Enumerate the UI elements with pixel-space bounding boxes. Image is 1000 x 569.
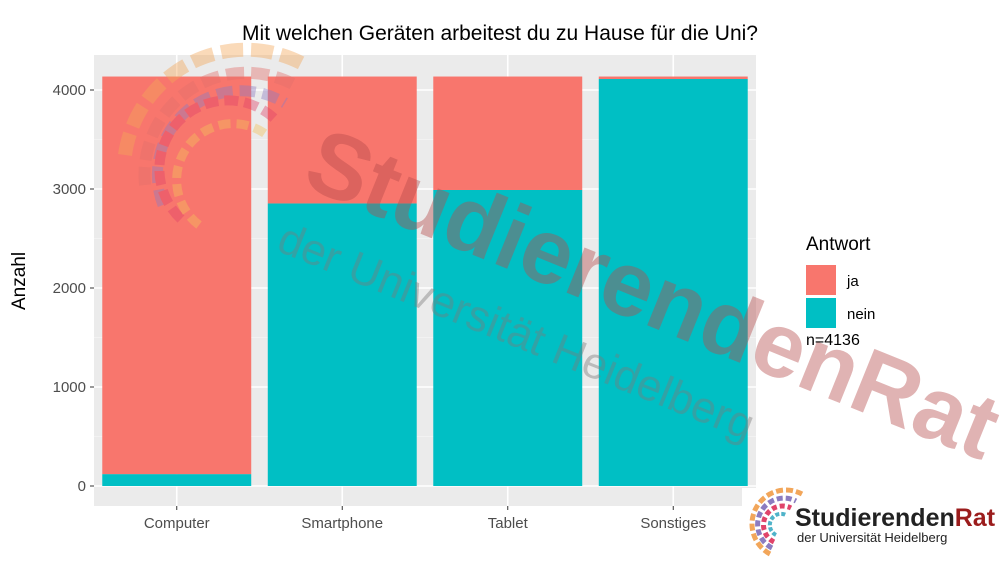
bar-computer-nein	[102, 474, 252, 486]
y-axis: 0 1000 2000 3000 4000	[53, 82, 94, 495]
watermark-emblem	[118, 42, 309, 229]
logo-title: StudierendenRat	[795, 504, 996, 532]
bar-computer-ja	[102, 76, 252, 475]
studierendenrat-logo: StudierendenRat der Universität Heidelbe…	[742, 487, 996, 560]
sample-size-note: n=4136	[806, 332, 860, 349]
y-tick-label: 4000	[53, 82, 86, 99]
x-axis: Computer Smartphone Tablet Sonstiges	[144, 506, 706, 532]
legend: Antwort ja nein n=4136	[806, 234, 875, 349]
legend-swatch-nein	[806, 298, 836, 328]
y-axis-title: Anzahl	[9, 252, 30, 310]
bar-tablet-ja	[433, 76, 583, 190]
bars	[102, 76, 748, 487]
x-tick-label-sonstiges: Sonstiges	[640, 515, 706, 532]
bar-sonstiges-ja	[598, 76, 748, 80]
y-tick-label: 2000	[53, 280, 86, 297]
bar-smartphone-ja	[267, 76, 417, 204]
y-tick-label: 3000	[53, 181, 86, 198]
y-tick-label: 0	[78, 478, 86, 495]
x-tick-label-tablet: Tablet	[488, 515, 529, 532]
x-tick-label-smartphone: Smartphone	[301, 515, 383, 532]
legend-label-ja: ja	[846, 273, 859, 290]
legend-label-nein: nein	[847, 306, 875, 323]
y-tick-label: 1000	[53, 379, 86, 396]
bar-smartphone-nein	[267, 203, 417, 487]
logo-subtitle: der Universität Heidelberg	[797, 530, 947, 545]
legend-swatch-ja	[806, 265, 836, 295]
legend-title: Antwort	[806, 234, 871, 255]
x-tick-label-computer: Computer	[144, 515, 210, 532]
bar-sonstiges-nein	[598, 79, 748, 487]
chart-title: Mit welchen Geräten arbeitest du zu Haus…	[242, 22, 758, 45]
logo-emblem-icon	[749, 487, 804, 557]
bar-tablet-nein	[433, 189, 583, 487]
